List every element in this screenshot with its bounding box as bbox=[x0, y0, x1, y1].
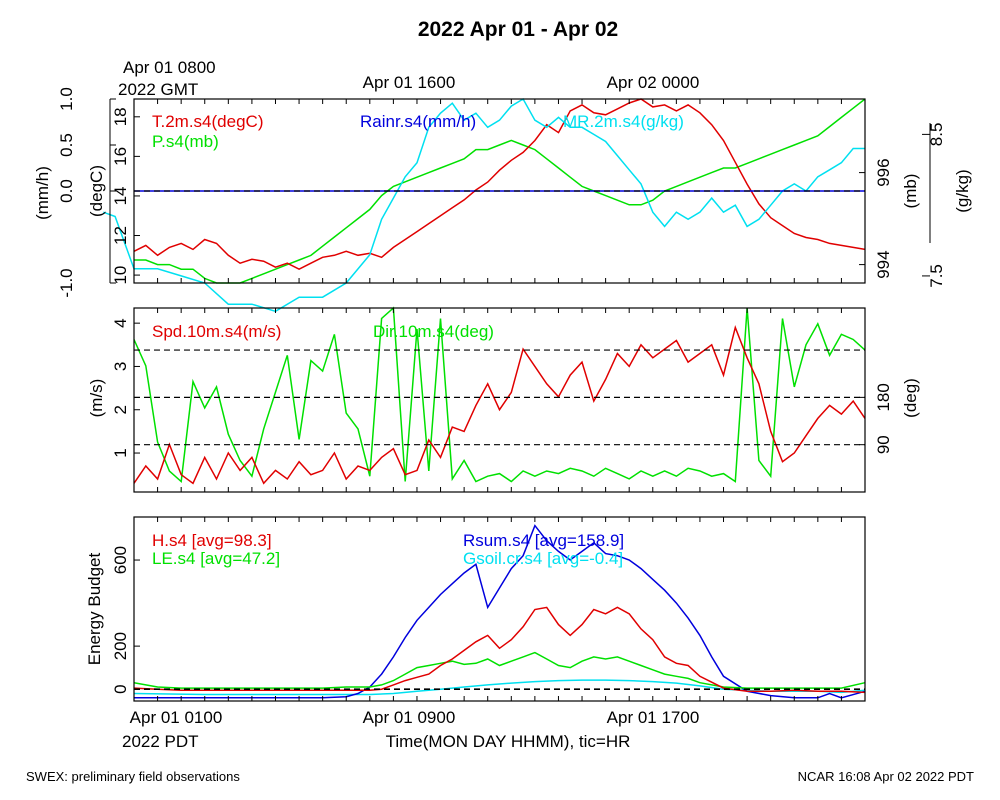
top-axis-label-line1: Apr 01 0800 bbox=[123, 58, 216, 77]
legend-pressure: P.s4(mb) bbox=[152, 132, 219, 151]
pressure-tick-label: 996 bbox=[874, 158, 893, 186]
x-axis-label: Time(MON DAY HHMM), tic=HR bbox=[386, 732, 631, 751]
wind-speed-line bbox=[133, 325, 866, 485]
energy-tick-label: 0 bbox=[111, 684, 130, 693]
bottom-axis-timezone: 2022 PDT bbox=[122, 732, 199, 751]
legend-speed: Spd.10m.s4(m/s) bbox=[152, 322, 281, 341]
rain-tick-label: 1.0 bbox=[57, 87, 76, 111]
energy-tick-label: 600 bbox=[111, 546, 130, 574]
legend-sensible-heat: H.s4 [avg=98.3] bbox=[152, 531, 272, 550]
sensible-heat-line bbox=[133, 606, 866, 694]
legend-net-radiation: Rsum.s4 [avg=158.9] bbox=[463, 531, 624, 550]
pressure-line bbox=[134, 98, 866, 284]
axis-label-energy: Energy Budget bbox=[85, 552, 104, 665]
temp-tick-label: 10 bbox=[111, 266, 130, 285]
speed-tick-label: 4 bbox=[111, 318, 130, 327]
axis-label-speed: (m/s) bbox=[87, 379, 106, 418]
chart-title: 2022 Apr 01 - Apr 02 bbox=[418, 18, 618, 41]
legend-latent-heat: LE.s4 [avg=47.2] bbox=[152, 549, 280, 568]
axis-label-direction: (deg) bbox=[901, 378, 920, 418]
bottom-panel-frame bbox=[133, 516, 866, 702]
bottom-tick-label-1: Apr 01 0900 bbox=[363, 708, 456, 727]
rain-tick-label: 0.5 bbox=[57, 133, 76, 157]
footer-left: SWEX: preliminary field observations bbox=[26, 769, 240, 784]
top-tick-label-1: Apr 01 1600 bbox=[363, 73, 456, 92]
temp-tick-label: 12 bbox=[111, 226, 130, 245]
legend-mixing-ratio: MR.2m.s4(g/kg) bbox=[563, 112, 684, 131]
temp-tick-label: 18 bbox=[111, 107, 130, 126]
top-panel-frame bbox=[133, 98, 866, 284]
axis-label-mixing-ratio: (g/kg) bbox=[953, 169, 972, 212]
temp-tick-label: 16 bbox=[111, 147, 130, 166]
direction-tick-label: 180 bbox=[874, 383, 893, 411]
legend-rain: Rainr.s4(mm/h) bbox=[360, 112, 476, 131]
axis-label-rain: (mm/h) bbox=[33, 166, 52, 220]
top-tick-label-2: Apr 02 0000 bbox=[607, 73, 700, 92]
mixing-ratio-line bbox=[103, 97, 865, 313]
footer-right: NCAR 16:08 Apr 02 2022 PDT bbox=[798, 769, 974, 784]
middle-panel: 1 2 3 4 90 180 Spd.10m.s4(m/s) Dir.10m.s4(deg… bbox=[87, 306, 920, 493]
temperature-line bbox=[133, 98, 866, 271]
mixing-ratio-tick-label: 7.5 bbox=[927, 264, 946, 288]
rain-tick-label: -1.0 bbox=[57, 268, 76, 297]
middle-panel-frame bbox=[133, 307, 866, 493]
top-panel: 10 12 14 16 18 -1.0 0.0 0.5 1.0 994 996 7.5 8.5 T.2m… bbox=[33, 87, 972, 313]
axis-label-pressure: (mb) bbox=[901, 174, 920, 209]
rain-tick-label: 0.0 bbox=[57, 179, 76, 203]
mixing-ratio-tick-label: 8.5 bbox=[927, 123, 946, 147]
speed-tick-label: 2 bbox=[111, 405, 130, 414]
speed-tick-label: 1 bbox=[111, 448, 130, 457]
energy-tick-label: 200 bbox=[111, 632, 130, 660]
speed-tick-label: 3 bbox=[111, 362, 130, 371]
legend-soil-heat-flux: Gsoil.cr.s4 [avg=-0.4] bbox=[463, 549, 623, 568]
direction-tick-label: 90 bbox=[874, 435, 893, 454]
temp-tick-label: 14 bbox=[111, 186, 130, 205]
bottom-tick-label-first: Apr 01 0100 bbox=[130, 708, 223, 727]
wind-direction-line bbox=[133, 306, 866, 484]
legend-direction: Dir.10m.s4(deg) bbox=[373, 322, 494, 341]
axis-label-temp: (degC) bbox=[87, 165, 106, 217]
latent-heat-line bbox=[133, 651, 866, 689]
bottom-panel: 0 200 600 H.s4 [avg=98.3] LE.s4 [avg=47.2]… bbox=[85, 516, 866, 702]
bottom-tick-label-2: Apr 01 1700 bbox=[607, 708, 700, 727]
legend-temp: T.2m.s4(degC) bbox=[152, 112, 263, 131]
top-axis-label-line2: 2022 GMT bbox=[118, 80, 198, 99]
pressure-tick-label: 994 bbox=[874, 250, 893, 278]
